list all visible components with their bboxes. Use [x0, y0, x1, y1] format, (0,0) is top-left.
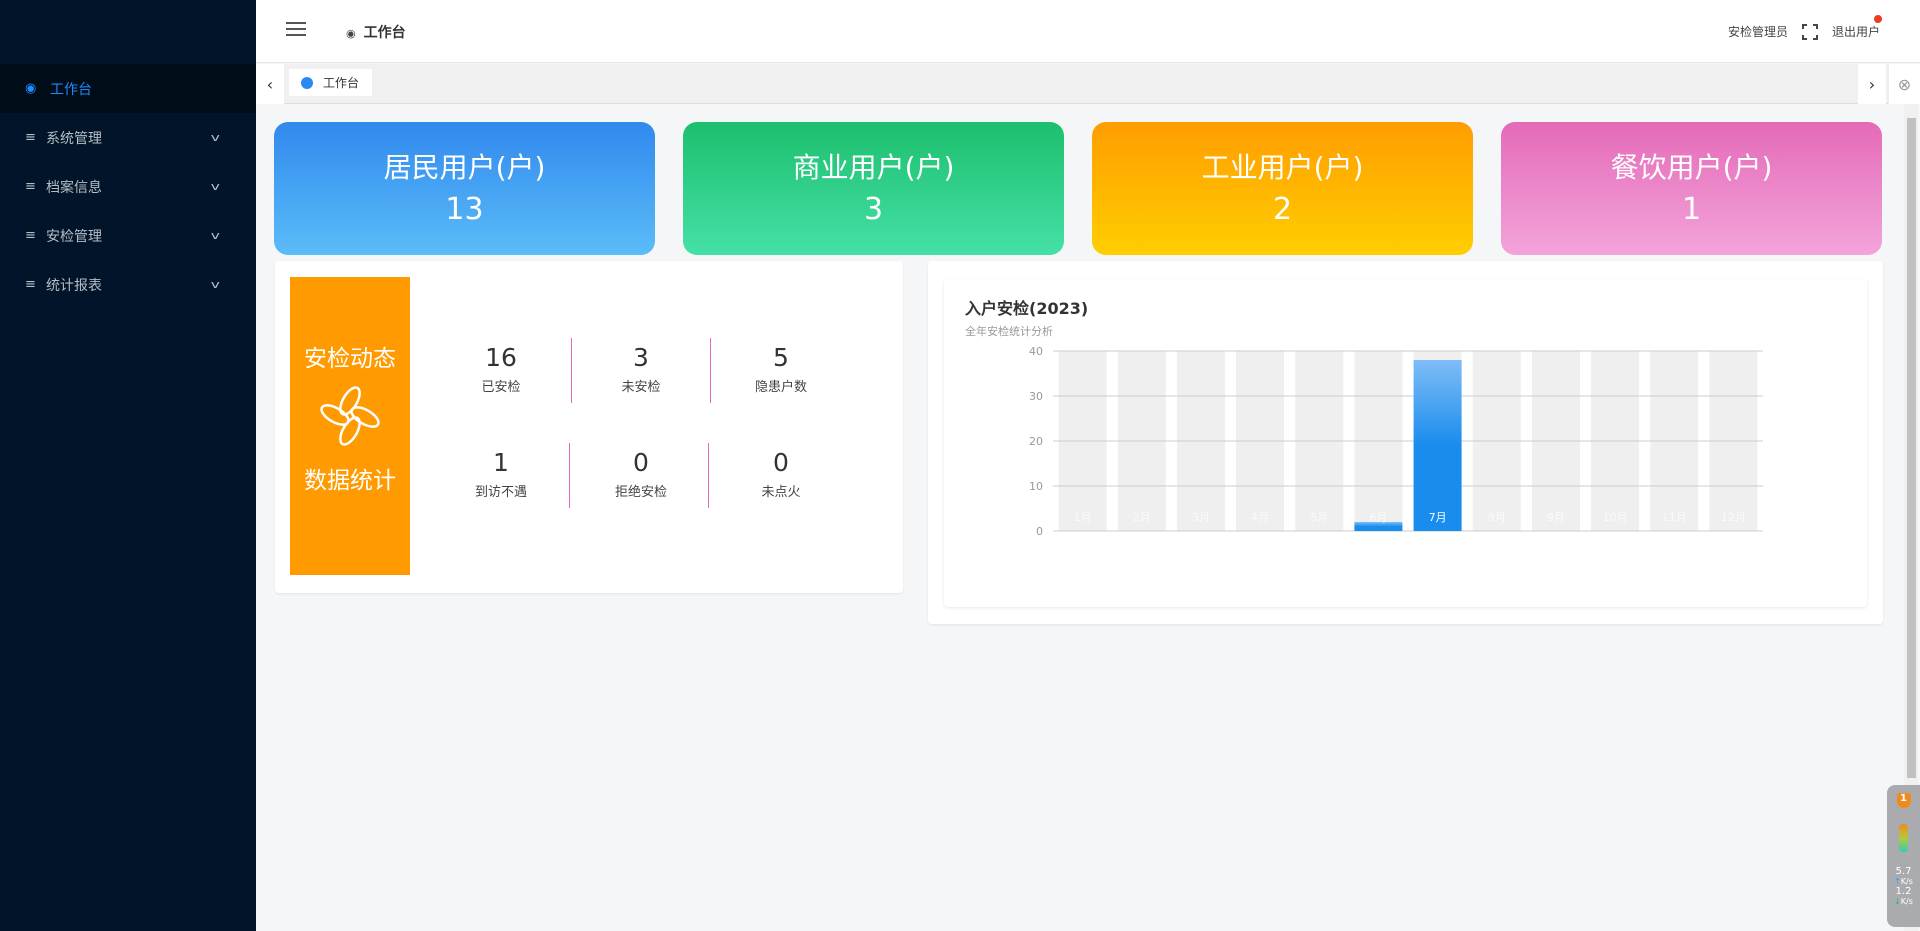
card-catering: 餐饮用户(户) 1: [1501, 122, 1882, 255]
card-commercial: 商业用户(户) 3: [683, 122, 1064, 255]
x-tick-label: 1月: [1074, 511, 1092, 524]
scrollbar[interactable]: [1904, 104, 1918, 931]
tab-dot-icon: [301, 76, 313, 89]
y-tick-label: 10: [1029, 480, 1043, 493]
card-resident: 居民用户(户) 13: [274, 122, 655, 255]
menu-icon: ≡: [25, 277, 36, 292]
divider: [569, 443, 570, 508]
x-tick-label: 2月: [1133, 511, 1151, 524]
chevron-down-icon: v: [210, 180, 220, 193]
planet-icon: ◉: [346, 27, 356, 40]
menu-icon: ≡: [25, 130, 36, 145]
sidebar-item-system[interactable]: ≡ 系统管理 v: [25, 130, 220, 147]
chevron-down-icon: v: [210, 131, 220, 144]
close-tabs-icon[interactable]: ⊗: [1888, 64, 1920, 104]
divider: [571, 338, 572, 403]
divider: [708, 443, 709, 508]
tabs-scroll-right-button[interactable]: ›: [1858, 64, 1886, 104]
sidebar: ◉ 工作台 ≡ 系统管理 v ≡ 档案信息 v ≡ 安检管理 v ≡ 统计报表 v: [0, 0, 256, 931]
stat-hazard: 5 隐患户数: [754, 343, 807, 395]
chart-card: 入户安检(2023) 全年安检统计分析 0 10 20 30 40 1月 2月 3月 4月 5月 6…: [944, 279, 1867, 607]
x-tick-label: 3月: [1192, 511, 1210, 524]
tabs-bar: ‹ 工作台 › ⊗: [256, 64, 1920, 104]
y-tick-label: 0: [1036, 525, 1043, 538]
hamburger-icon[interactable]: [286, 22, 306, 36]
x-tick-label: 9月: [1547, 511, 1565, 524]
menu-icon: ≡: [25, 228, 36, 243]
bar: [1354, 522, 1403, 531]
fullscreen-icon[interactable]: [1801, 23, 1818, 40]
x-tick-label: 8月: [1488, 511, 1506, 524]
bar: [1413, 360, 1462, 531]
menu-icon: ≡: [25, 179, 36, 194]
notification-dot: [1874, 15, 1882, 23]
stat-not-home: 1 到访不遇: [474, 448, 527, 500]
sidebar-item-workbench[interactable]: ◉ 工作台: [0, 64, 256, 113]
stats-panel: 安检动态 数据统计 16 已安检 3 未安检 5 隐患户数 1 到访不遇 0 拒绝安检 0…: [275, 261, 903, 593]
shield-icon: 1: [1896, 793, 1911, 808]
x-tick-label: 5月: [1310, 511, 1328, 524]
y-tick-label: 30: [1029, 390, 1043, 403]
stat-not-ignited: 0 未点火: [761, 448, 801, 500]
gauge-icon: [1899, 824, 1908, 852]
sidebar-item-reports[interactable]: ≡ 统计报表 v: [25, 277, 220, 294]
user-name[interactable]: 安检管理员: [1727, 25, 1788, 39]
y-tick-label: 40: [1029, 345, 1043, 358]
x-tick-label: 10月: [1603, 511, 1628, 524]
header: ◉ 工作台 安检管理员 退出用户: [256, 0, 1920, 63]
stat-inspected: 16 已安检: [481, 343, 521, 395]
stat-not-inspected: 3 未安检: [621, 343, 661, 395]
sidebar-item-inspection[interactable]: ≡ 安检管理 v: [25, 228, 220, 245]
x-tick-label: 7月: [1429, 511, 1447, 524]
stat-refused: 0 拒绝安检: [614, 448, 667, 500]
network-speed-widget[interactable]: 1 5.7 ↑K/s 1.2 ↓K/s: [1887, 785, 1920, 927]
page-title: ◉ 工作台: [346, 25, 406, 41]
card-industrial: 工业用户(户) 2: [1092, 122, 1473, 255]
divider: [710, 338, 711, 403]
tab-workbench[interactable]: 工作台: [289, 69, 372, 96]
x-tick-label: 4月: [1251, 511, 1269, 524]
chevron-down-icon: v: [210, 278, 220, 291]
chart-title: 入户安检(2023): [965, 299, 1089, 318]
planet-icon: ◉: [25, 81, 37, 96]
tabs-scroll-left-button[interactable]: ‹: [256, 64, 284, 104]
x-tick-label: 12月: [1721, 511, 1746, 524]
chart-panel: 入户安检(2023) 全年安检统计分析 0 10 20 30 40 1月 2月 3月 4月 5月 6…: [928, 261, 1883, 624]
sidebar-item-archive[interactable]: ≡ 档案信息 v: [25, 179, 220, 196]
x-tick-label: 6月: [1369, 511, 1387, 524]
scrollbar-thumb[interactable]: [1907, 118, 1916, 778]
chevron-down-icon: v: [210, 229, 220, 242]
x-tick-label: 11月: [1662, 511, 1687, 524]
logout-button[interactable]: 退出用户: [1831, 25, 1880, 39]
bar-chart: 0 10 20 30 40 1月 2月 3月 4月 5月 6月 7月 8月 9月 10月 11月 12月: [1029, 345, 1763, 538]
stats-side-block: 安检动态 数据统计: [290, 277, 410, 575]
pinwheel-icon: [320, 386, 380, 446]
y-tick-label: 20: [1029, 435, 1043, 448]
chart-subtitle: 全年安检统计分析: [965, 325, 1053, 338]
